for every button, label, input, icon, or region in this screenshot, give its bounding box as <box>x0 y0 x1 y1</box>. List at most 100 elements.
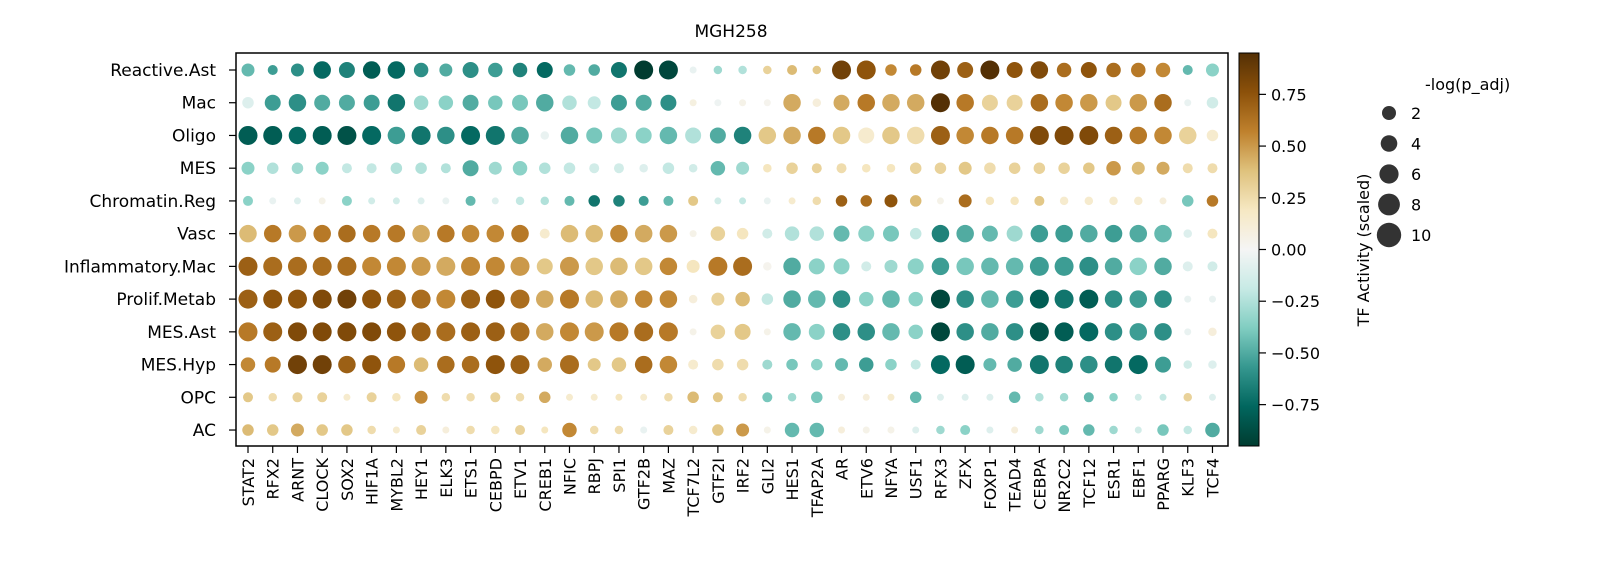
row-label: OPC <box>180 388 216 408</box>
dot-AC-RFX2 <box>266 424 279 436</box>
dot-Vasc-ZFX <box>956 224 974 243</box>
dot-Mac-ZFX <box>956 93 974 112</box>
dot-OPC-RFX3 <box>936 393 944 401</box>
dot-Oligo-TCF4 <box>1206 129 1219 142</box>
dot-Oligo-HES1 <box>783 126 801 145</box>
dot-Inflammatory.Mac-PPARG <box>1154 257 1172 276</box>
colorbar-tick-label: 0.50 <box>1271 137 1307 156</box>
row-label: MES.Hyp <box>141 356 216 376</box>
dot-MES.Hyp-USF1 <box>910 359 921 370</box>
size-legend-label: 2 <box>1411 104 1421 123</box>
dot-MES.Hyp-ETV6 <box>859 357 874 372</box>
dot-Oligo-ESR1 <box>1104 126 1123 145</box>
dot-MES.Ast-MAZ <box>658 322 678 342</box>
dot-Chromatin.Reg-SPI1 <box>613 195 625 207</box>
dot-Reactive.Ast-GTF2I <box>713 65 723 75</box>
dot-Prolif.Metab-KLF3 <box>1184 295 1192 303</box>
dot-MES-TFAP2A <box>811 163 822 174</box>
dot-Mac-GLI2 <box>763 99 771 107</box>
dot-Prolif.Metab-STAT2 <box>238 289 258 309</box>
dot-Vasc-ARNT <box>288 224 307 243</box>
dot-MES-ELK3 <box>440 163 451 174</box>
row-label: Inflammatory.Mac <box>64 257 216 277</box>
dot-AC-TFAP2A <box>809 422 825 438</box>
dot-AC-CREB1 <box>541 426 549 434</box>
dot-Chromatin.Reg-CEBPD <box>491 197 499 205</box>
dot-AC-ZFX <box>960 425 971 436</box>
colorbar-tick-label: −0.25 <box>1271 292 1320 311</box>
dot-Vasc-GLI2 <box>762 228 773 239</box>
dot-Inflammatory.Mac-RFX3 <box>931 257 950 276</box>
dot-MES.Hyp-RFX3 <box>930 355 950 375</box>
dot-Reactive.Ast-CEBPD <box>488 62 503 78</box>
dot-Inflammatory.Mac-TCF12 <box>1079 256 1099 276</box>
dot-Inflammatory.Mac-RBPJ <box>585 257 603 276</box>
dot-Chromatin.Reg-FOXP1 <box>985 196 995 206</box>
dot-grid <box>238 60 1220 438</box>
column-label: HEY1 <box>412 458 431 500</box>
dot-Inflammatory.Mac-TCF4 <box>1207 261 1218 272</box>
dot-AC-TCF4 <box>1205 422 1220 438</box>
column-label: MAZ <box>659 458 678 494</box>
dot-MES.Hyp-FOXP1 <box>983 358 997 372</box>
dot-MES.Hyp-RFX2 <box>264 356 281 373</box>
dot-OPC-MYBL2 <box>392 393 401 402</box>
dot-Chromatin.Reg-ELK3 <box>442 197 450 205</box>
dot-MES.Ast-RFX3 <box>930 322 950 342</box>
dot-Reactive.Ast-CREB1 <box>536 62 553 78</box>
dot-Prolif.Metab-AR <box>832 290 851 308</box>
dot-Chromatin.Reg-RFX3 <box>936 197 944 205</box>
dot-Chromatin.Reg-EBF1 <box>1134 196 1143 206</box>
column-label: SPI1 <box>610 458 629 493</box>
dot-Oligo-ARNT <box>288 126 307 145</box>
dot-OPC-CLOCK <box>317 392 328 403</box>
dot-OPC-ZFX <box>961 393 969 401</box>
dot-MES.Ast-TCF12 <box>1079 322 1099 342</box>
dot-AC-EBF1 <box>1134 426 1142 434</box>
dot-Chromatin.Reg-CREB1 <box>540 196 550 206</box>
dot-Reactive.Ast-ETV1 <box>512 62 528 78</box>
dot-Vasc-USF1 <box>909 227 922 240</box>
dot-MES-EBF1 <box>1131 161 1145 175</box>
dot-Chromatin.Reg-NFIC <box>564 195 575 206</box>
colorbar: 0.75 0.50 0.25 0.00 −0.25 −0.50 −0.75 TF Activ… <box>1238 52 1373 447</box>
dot-AC-NFIC <box>562 422 577 438</box>
dot-OPC-CEBPA <box>1035 393 1044 402</box>
dot-AC-ETV1 <box>515 425 526 436</box>
dot-AC-USF1 <box>912 426 920 434</box>
dot-Oligo-CREB1 <box>540 131 550 140</box>
column-label: USF1 <box>907 458 926 499</box>
size-legend-label: 8 <box>1411 196 1421 215</box>
dot-Mac-KLF3 <box>1184 99 1192 107</box>
column-label: CLOCK <box>313 458 332 512</box>
dot-Prolif.Metab-EBF1 <box>1129 290 1148 308</box>
dot-Reactive.Ast-TCF4 <box>1205 63 1219 77</box>
dot-Chromatin.Reg-RBPJ <box>588 195 600 207</box>
dot-MES-HES1 <box>786 162 798 174</box>
dot-MES.Ast-GTF2I <box>710 324 726 340</box>
dot-MES.Ast-TEAD4 <box>1005 323 1024 341</box>
dot-AC-SOX2 <box>341 424 353 436</box>
dot-MES-SOX2 <box>341 163 352 174</box>
dot-AC-MAZ <box>663 425 674 436</box>
dot-MES.Hyp-KLF3 <box>1183 360 1192 369</box>
dot-Inflammatory.Mac-CREB1 <box>536 258 553 275</box>
dot-Mac-HIF1A <box>363 94 380 111</box>
column-label: ZFX <box>956 458 975 489</box>
dot-MES.Ast-RBPJ <box>584 322 604 342</box>
dot-Prolif.Metab-MYBL2 <box>386 289 406 309</box>
dot-Vasc-ETV6 <box>858 225 875 242</box>
dot-AC-TEAD4 <box>1011 426 1019 434</box>
dot-MES.Ast-CLOCK <box>312 322 332 342</box>
dot-OPC-CREB1 <box>539 391 551 404</box>
colorbar-label: TF Activity (scaled) <box>1354 174 1373 328</box>
column-label: KLF3 <box>1179 458 1198 497</box>
dot-Inflammatory.Mac-RFX2 <box>263 256 283 276</box>
dot-MES.Hyp-ETS1 <box>461 355 480 374</box>
colorbar-ticks: 0.75 0.50 0.25 0.00 −0.25 −0.50 −0.75 <box>1259 85 1320 415</box>
dot-MES-SPI1 <box>613 163 624 174</box>
dot-MES.Ast-TCF7L2 <box>689 328 697 336</box>
dot-OPC-GLI2 <box>762 392 773 403</box>
dot-AC-NFYA <box>887 426 895 434</box>
dot-Inflammatory.Mac-ARNT <box>287 256 307 276</box>
